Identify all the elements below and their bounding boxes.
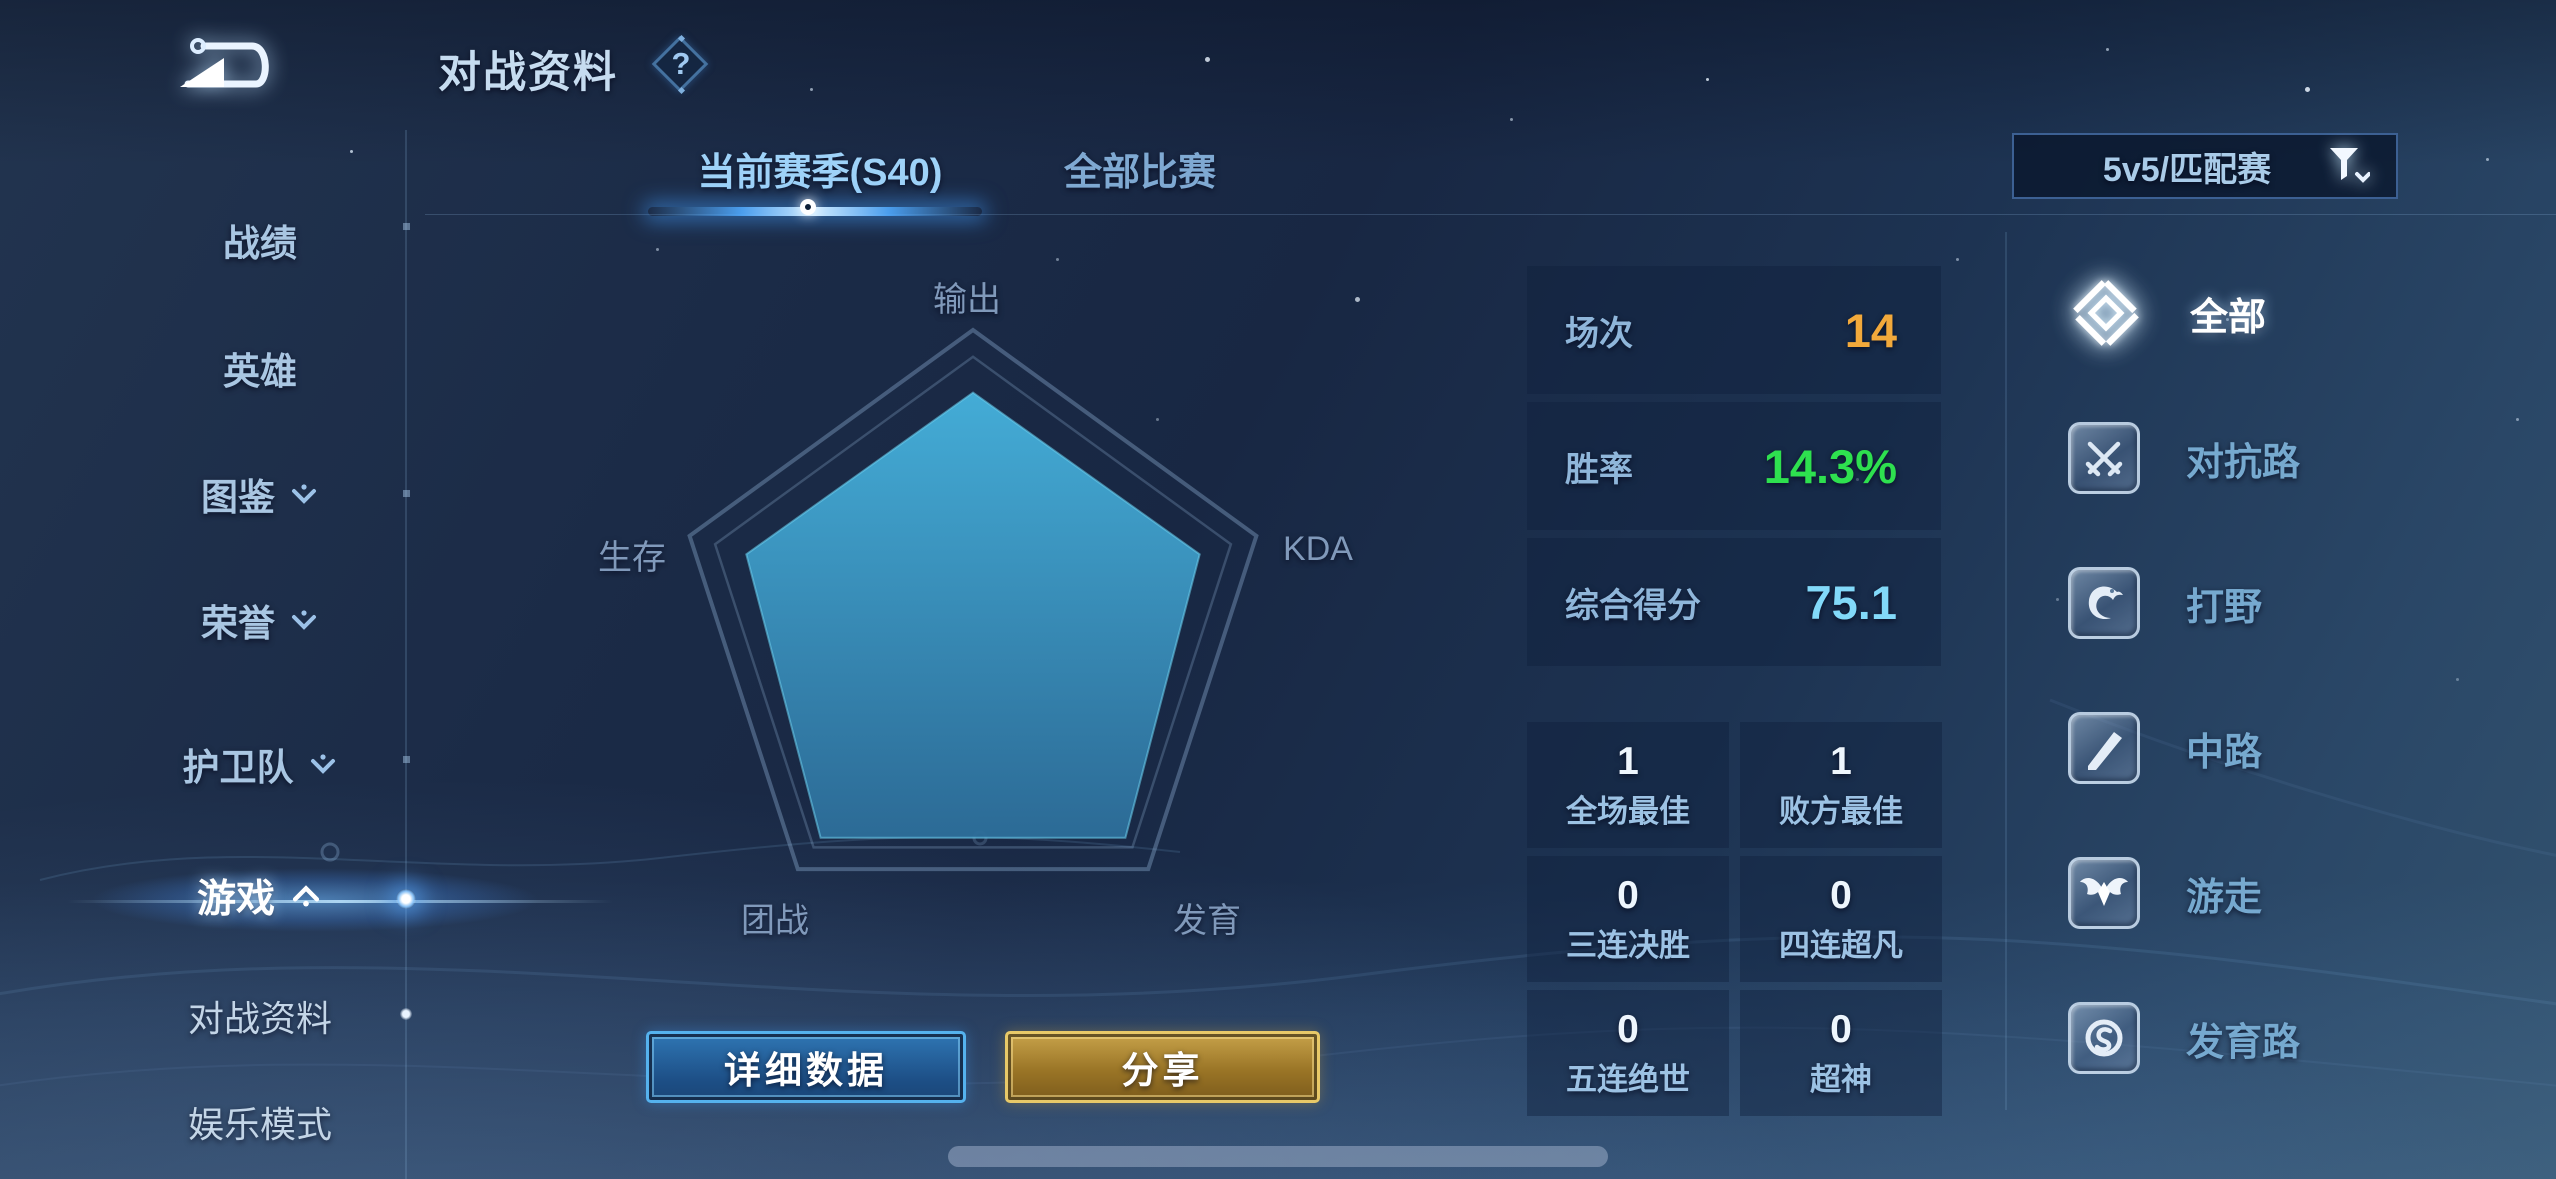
tab-current-season[interactable]: 当前赛季(S40): [697, 151, 943, 194]
divider-dot: [403, 223, 410, 230]
stat-row-matches: 场次 14: [1527, 266, 1941, 394]
sidebar-item-label: 图鉴: [201, 477, 275, 518]
sidebar-item-label: 战绩: [223, 223, 297, 264]
radar-data-polygon: [745, 391, 1201, 839]
badge-value: 1: [1830, 739, 1852, 783]
mode-filter-value: 5v5/匹配赛: [2102, 150, 2272, 189]
badge-label: 三连决胜: [1566, 927, 1690, 963]
all-lanes-icon: [2073, 280, 2139, 346]
sidebar-item-label: 游戏: [196, 878, 275, 921]
roam-icon: [2068, 857, 2140, 929]
badge-cell-losing-mvp: 1 败方最佳: [1740, 722, 1942, 848]
sidebar-item-label: 英雄: [223, 351, 297, 392]
badge-value: 0: [1617, 1007, 1639, 1051]
detail-data-button[interactable]: 详细数据: [646, 1031, 966, 1103]
mid-lane-icon: [2068, 712, 2140, 784]
lane-filter-mid-lane[interactable]: 中路: [2068, 706, 2538, 790]
divider-dot: [403, 756, 410, 763]
badge-value: 0: [1617, 873, 1639, 917]
badge-label: 五连绝世: [1566, 1061, 1690, 1097]
badge-label: 四连超凡: [1779, 927, 1903, 963]
sidebar-item-label: 荣誉: [201, 603, 275, 644]
radar-axis-farming: 发育: [1173, 902, 1241, 940]
radar-axis-kda: KDA: [1283, 530, 1353, 568]
chevron-down-icon: [292, 484, 316, 504]
badge-value: 0: [1830, 873, 1852, 917]
filter-funnel-icon: [2330, 148, 2370, 183]
radar-axis-teamfight: 团战: [741, 902, 809, 940]
stat-value: 14.3%: [1763, 439, 1897, 493]
badge-cell-triple-kill: 0 三连决胜: [1527, 856, 1729, 982]
sidebar-item-battle-records[interactable]: 对战资料: [120, 988, 400, 1044]
stat-value: 14: [1844, 303, 1897, 357]
lane-filter-clash-lane[interactable]: 对抗路: [2068, 416, 2538, 500]
sidebar-item-heroes[interactable]: 英雄: [120, 340, 400, 396]
stat-value: 75.1: [1805, 575, 1897, 629]
stat-label: 综合得分: [1565, 586, 1701, 625]
right-sidebar-divider: [2005, 232, 2007, 1110]
stat-row-winrate: 胜率 14.3%: [1527, 402, 1941, 530]
divider-dot: [403, 490, 410, 497]
help-button[interactable]: ?: [651, 34, 709, 96]
lane-filter-jungle[interactable]: 打野: [2068, 561, 2538, 645]
lane-filter-label: 发育路: [2186, 1021, 2301, 1064]
sidebar-item-label: 护卫队: [182, 747, 294, 788]
jungle-icon: [2068, 567, 2140, 639]
tabs-divider-line: [425, 214, 2556, 215]
share-button[interactable]: 分享: [1005, 1031, 1320, 1103]
horizontal-scrollbar[interactable]: [948, 1146, 1608, 1167]
lane-filter-label: 中路: [2186, 731, 2263, 774]
chevron-up-icon: [292, 885, 320, 907]
badge-label: 超神: [1810, 1061, 1872, 1097]
tab-all-matches[interactable]: 全部比赛: [1063, 151, 1216, 194]
lane-filter-roam[interactable]: 游走: [2068, 851, 2538, 935]
question-mark-icon: ?: [671, 46, 691, 81]
divider-small-node: [400, 1008, 412, 1020]
stat-label: 场次: [1565, 314, 1633, 353]
left-sidebar-divider: [405, 130, 407, 1179]
sidebar-item-honor[interactable]: 荣誉: [120, 592, 400, 648]
clash-lane-icon: [2068, 422, 2140, 494]
lane-filter-label: 对抗路: [2186, 441, 2301, 484]
lane-filter-label: 全部: [2190, 296, 2267, 339]
farm-lane-icon: [2068, 1002, 2140, 1074]
lane-filter-label: 打野: [2186, 586, 2263, 629]
radar-axis-survival: 生存: [598, 539, 666, 577]
radar-outer-ring: [687, 327, 1259, 872]
badge-cell-legendary: 0 超神: [1740, 990, 1942, 1116]
chevron-down-icon: [310, 754, 335, 774]
badge-label: 全场最佳: [1566, 793, 1690, 829]
badge-value: 1: [1617, 739, 1639, 783]
star-specks: [350, 150, 353, 153]
sidebar-item-casual-modes[interactable]: 娱乐模式: [120, 1094, 400, 1150]
sidebar-item-label: 对战资料: [187, 998, 332, 1039]
mode-filter-dropdown[interactable]: 5v5/匹配赛: [2012, 133, 2398, 199]
sidebar-item-gallery[interactable]: 图鉴: [120, 466, 400, 522]
page-title: 对战资料: [438, 49, 618, 97]
back-button[interactable]: [168, 22, 272, 96]
radar-chart: [687, 327, 1259, 872]
badge-cell-penta-kill: 0 五连绝世: [1527, 990, 1729, 1116]
active-tab-underline: [648, 207, 982, 216]
sidebar-item-guard-team[interactable]: 护卫队: [120, 736, 400, 792]
lane-filter-farm-lane[interactable]: 发育路: [2068, 996, 2538, 1080]
radar-axis-damage: 输出: [933, 281, 1001, 319]
chevron-down-icon: [292, 610, 316, 630]
badge-cell-quadra-kill: 0 四连超凡: [1740, 856, 1942, 982]
active-tab-ornament: [800, 199, 816, 215]
sidebar-item-records[interactable]: 战绩: [120, 212, 400, 268]
stat-label: 胜率: [1565, 450, 1633, 489]
badge-value: 0: [1830, 1007, 1852, 1051]
badge-label: 败方最佳: [1779, 793, 1903, 829]
lane-filter-label: 游走: [2186, 876, 2263, 919]
divider-glow-node: [396, 889, 416, 909]
sidebar-item-game[interactable]: 游戏: [120, 868, 400, 924]
stat-row-overall-score: 综合得分 75.1: [1527, 538, 1941, 666]
radar-inner-ring: [713, 355, 1233, 849]
lane-filter-all[interactable]: 全部: [2068, 271, 2538, 355]
back-arrow-icon: [180, 38, 269, 88]
sidebar-item-label: 娱乐模式: [187, 1104, 332, 1145]
badge-cell-mvp: 1 全场最佳: [1527, 722, 1729, 848]
